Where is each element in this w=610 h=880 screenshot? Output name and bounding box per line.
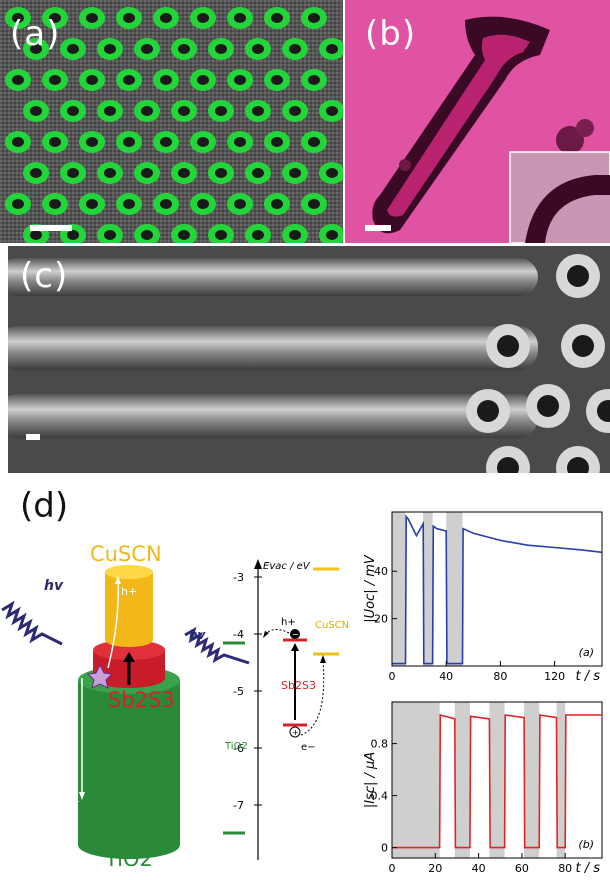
electron-label: e− bbox=[301, 742, 316, 753]
subplot-tag: (a) bbox=[579, 646, 594, 659]
nanotube-opening bbox=[526, 384, 570, 428]
nanotube bbox=[8, 258, 538, 296]
sb2s3-energy-label: Sb2S3 bbox=[281, 679, 316, 692]
illumination-off-region bbox=[454, 702, 470, 858]
x-tick-label: 0 bbox=[389, 862, 396, 875]
energy-tick-label: -4 bbox=[233, 628, 244, 641]
tube-tem-image bbox=[345, 0, 610, 243]
nanotube bbox=[8, 326, 538, 370]
x-tick-label: 40 bbox=[439, 670, 453, 683]
light-wave-icon bbox=[184, 626, 250, 665]
voc-chart: 20 40 0 40 80 120 |Uoc| / mV t / s (a) bbox=[363, 511, 603, 684]
x-axis-label: t / s bbox=[575, 669, 600, 684]
plot-frame bbox=[391, 511, 603, 667]
scale-bar bbox=[365, 225, 391, 231]
energy-level-diagram: -3-4-5-6-7 Evac / eV − + hv h+ e− CuSCN … bbox=[184, 559, 349, 860]
x-tick-label: 120 bbox=[544, 670, 565, 683]
heterojunction-schematic: hv h+ e− bbox=[1, 565, 180, 859]
hole-label: h+ bbox=[121, 585, 137, 598]
light-wave-icon bbox=[1, 600, 63, 646]
plot-frame bbox=[391, 701, 603, 859]
nanotube-opening bbox=[561, 324, 605, 368]
x-tick-label: 80 bbox=[558, 862, 572, 875]
hole-label: h+ bbox=[281, 617, 296, 628]
excitation-star-icon bbox=[86, 663, 114, 689]
y-tick-label: 20 bbox=[374, 613, 388, 626]
y-tick-label: 0.4 bbox=[371, 790, 389, 803]
data-series-line bbox=[392, 713, 602, 849]
panel-c-image: (c) bbox=[8, 246, 610, 473]
y-tick-label: 0.8 bbox=[371, 738, 389, 751]
x-tick-label: 20 bbox=[428, 862, 442, 875]
scale-bar bbox=[26, 434, 40, 440]
illumination-off-region bbox=[556, 702, 566, 858]
illumination-off-region bbox=[489, 702, 505, 858]
panel-b-label: (b) bbox=[365, 14, 417, 54]
x-tick-label: 40 bbox=[472, 862, 486, 875]
illumination-off-region bbox=[392, 702, 440, 858]
cuscn-energy-label: CuSCN bbox=[315, 620, 349, 631]
tube-sem-image bbox=[8, 246, 610, 473]
y-axis-label: |Uoc| / mV bbox=[363, 554, 378, 623]
x-tick-label: 80 bbox=[493, 670, 507, 683]
isc-chart: 0 0.4 0.8 0 20 40 60 80 |Isc| / µA t / s (b) bbox=[363, 701, 603, 876]
nanotube-opening bbox=[586, 389, 610, 433]
cuscn-cylinder bbox=[105, 572, 153, 647]
hv-label: hv bbox=[189, 628, 207, 642]
x-axis-label: t / s bbox=[575, 861, 600, 876]
hole-path-arrow bbox=[107, 579, 120, 669]
cuscn-label: CuSCN bbox=[90, 542, 162, 566]
energy-tick-label: -5 bbox=[233, 685, 244, 698]
nanotube-opening bbox=[556, 446, 600, 473]
nanotube-opening bbox=[466, 389, 510, 433]
hv-label: hv bbox=[44, 578, 64, 594]
energy-axis-label: Evac / eV bbox=[263, 561, 311, 572]
nanotube-opening bbox=[486, 324, 530, 368]
y-axis-label: |Isc| / µA bbox=[363, 752, 378, 808]
nanotube-opening bbox=[486, 446, 530, 473]
tio2-cylinder bbox=[78, 680, 180, 859]
illumination-off-region bbox=[524, 702, 540, 858]
illumination-off-region bbox=[446, 512, 463, 666]
svg-text:+: + bbox=[292, 728, 299, 737]
tio2-label: TiO2 bbox=[105, 847, 153, 871]
x-tick-label: 60 bbox=[515, 862, 529, 875]
nanotube-opening bbox=[556, 254, 600, 298]
illumination-off-region bbox=[392, 512, 406, 666]
energy-tick-label: -7 bbox=[233, 799, 244, 812]
panel-a-label: (a) bbox=[10, 14, 61, 54]
energy-tick-label: -6 bbox=[233, 742, 244, 755]
panel-d-label: (d) bbox=[20, 486, 69, 526]
subplot-tag: (b) bbox=[578, 838, 594, 851]
illumination-off-region bbox=[423, 512, 433, 666]
nanotube bbox=[8, 394, 538, 438]
svg-text:−: − bbox=[292, 630, 299, 639]
panel-b-image: (b) bbox=[345, 0, 610, 243]
panel-c-label: (c) bbox=[20, 256, 69, 296]
sb2s3-label: Sb2S3 bbox=[108, 688, 175, 712]
y-tick-label: 40 bbox=[374, 565, 388, 578]
up-arrow-icon bbox=[123, 652, 135, 662]
pore-array-image bbox=[0, 0, 343, 243]
data-series-line bbox=[392, 514, 603, 665]
energy-tick-label: -3 bbox=[233, 571, 244, 584]
y-tick-label: 0 bbox=[381, 842, 388, 855]
scale-bar bbox=[30, 225, 72, 231]
x-tick-label: 0 bbox=[389, 670, 396, 683]
tio2-energy-label: TiO2 bbox=[224, 741, 248, 752]
electron-label: e− bbox=[64, 795, 80, 808]
panel-a-image: (a) bbox=[0, 0, 343, 243]
